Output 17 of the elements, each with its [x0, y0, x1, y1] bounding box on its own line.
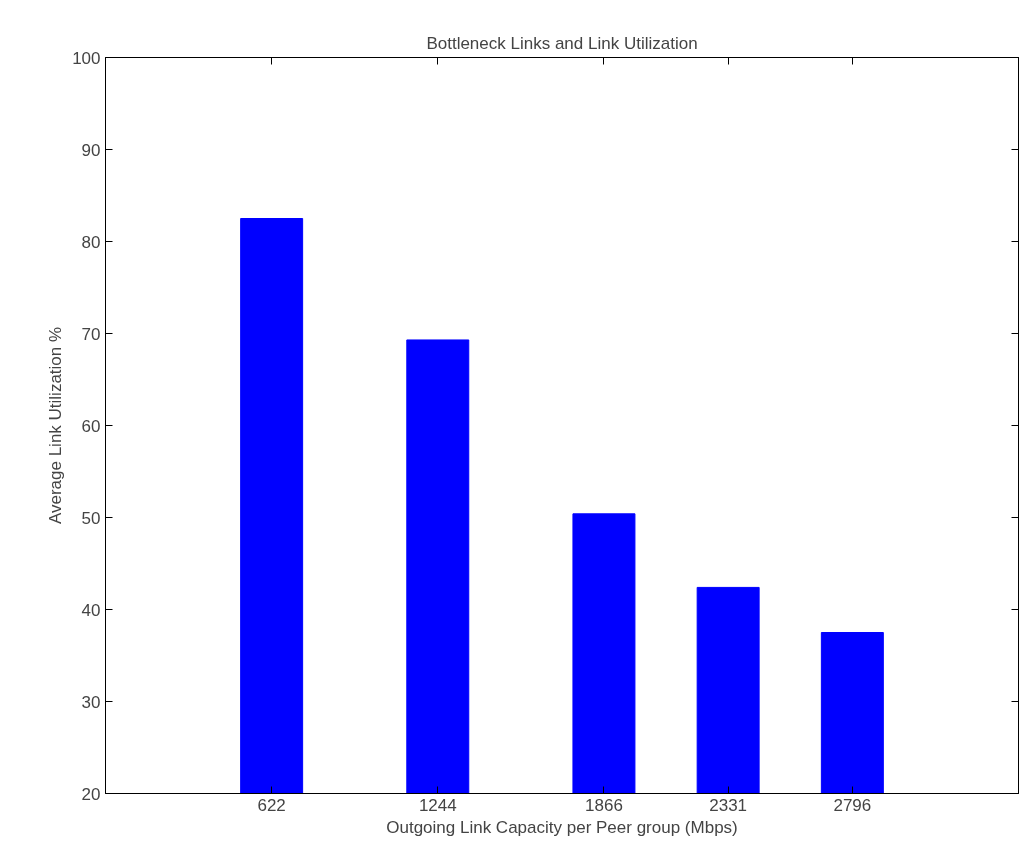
- x-tick-label: 1866: [585, 795, 623, 815]
- chart-title: Bottleneck Links and Link Utilization: [426, 33, 698, 53]
- x-axis-title: Outgoing Link Capacity per Peer group (Mbps): [386, 817, 738, 837]
- y-axis-title: Average Link Utilization %: [46, 326, 66, 525]
- y-tick-label: 20: [81, 784, 101, 804]
- x-tick-label: 622: [257, 795, 286, 815]
- y-tick-label: 50: [81, 508, 101, 528]
- y-tick-label: 40: [81, 600, 101, 620]
- y-tick-label: 60: [81, 416, 101, 436]
- y-tick-label: 70: [81, 324, 101, 344]
- x-tick-label: 2796: [833, 795, 872, 815]
- y-tick-label: 100: [72, 48, 101, 68]
- y-tick-label: 90: [81, 140, 101, 160]
- y-tick-label: 30: [81, 692, 101, 712]
- x-tick-label: 2331: [709, 795, 748, 815]
- y-tick-label: 80: [81, 232, 101, 252]
- x-tick-label: 1244: [418, 795, 457, 815]
